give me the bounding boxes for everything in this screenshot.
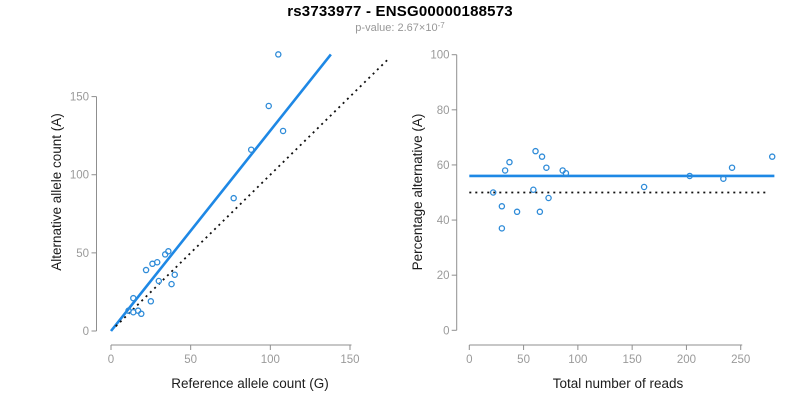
data-point [138, 310, 145, 318]
data-point [489, 189, 497, 196]
data-point [155, 277, 163, 285]
x-tick-label: 50 [517, 354, 530, 366]
data-point [161, 251, 169, 258]
x-tick-label: 0 [108, 354, 114, 366]
x-tick-label: 100 [568, 354, 587, 366]
y-axis-title-left-group: Alternative allele count (A) [49, 113, 64, 271]
data-point [165, 248, 172, 255]
x-tick-label: 0 [466, 354, 472, 366]
x-tick-label: 200 [677, 354, 696, 366]
data-point [513, 208, 521, 216]
data-point [532, 147, 539, 155]
y-tick-label: 0 [83, 326, 89, 338]
data-point [247, 146, 255, 153]
y-axis-title-left: Alternative allele count (A) [49, 113, 64, 271]
y-tick-label: 100 [430, 50, 449, 62]
figure-title: rs3733977 - ENSG00000188573 [287, 3, 513, 20]
y-tick-label: 20 [437, 270, 450, 282]
y-tick-label: 50 [76, 248, 89, 260]
x-tick-label: 150 [340, 354, 359, 366]
data-point [720, 175, 727, 182]
data-point [168, 280, 175, 288]
data-point [498, 225, 506, 232]
data-point [147, 298, 155, 305]
data-point [538, 153, 546, 160]
x-tick-label: 100 [261, 354, 280, 366]
y-tick-label: 150 [70, 92, 89, 104]
data-point [543, 164, 550, 171]
left-scatter-plot: 0 50 100 150 0 50 100 150 [70, 51, 391, 366]
y-tick-label: 60 [437, 160, 450, 172]
data-point [171, 271, 178, 278]
y-tick-label: 0 [443, 325, 449, 337]
data-point [686, 172, 693, 180]
data-point [142, 266, 150, 274]
data-point [640, 183, 648, 191]
data-point [130, 294, 137, 302]
x-tick-label: 250 [731, 354, 750, 366]
y-axis-title-right-group: Percentage alternative (A) [410, 114, 425, 271]
data-point [728, 164, 736, 171]
data-point [134, 307, 142, 314]
data-point [498, 203, 506, 210]
regression-line [109, 53, 332, 332]
right-scatter-plot: 0 50 100 150 200 250 0 20 40 60 80 100 [430, 50, 776, 366]
figure-subtitle: p-value: 2.67×10-7 [0, 21, 800, 34]
x-axis-title-right: Total number of reads [553, 376, 684, 391]
identity-line [115, 56, 391, 327]
data-point [545, 194, 552, 202]
data-point [149, 260, 156, 268]
y-tick-label: 80 [437, 105, 450, 117]
data-point [536, 208, 544, 216]
y-tick-label: 100 [70, 170, 89, 182]
pvalue-text: p-value: 2.67×10 [355, 22, 438, 34]
x-tick-label: 150 [623, 354, 642, 366]
data-point [506, 158, 513, 166]
data-point [501, 167, 509, 174]
y-tick-label: 40 [437, 215, 450, 227]
data-point [562, 169, 570, 177]
data-point [530, 186, 537, 193]
data-point [230, 194, 237, 202]
x-tick-label: 50 [184, 354, 197, 366]
data-point [768, 153, 776, 160]
x-axis-title-left: Reference allele count (G) [171, 376, 329, 391]
data-point [265, 102, 272, 110]
y-axis-title-right: Percentage alternative (A) [410, 114, 425, 271]
pvalue-exponent: -7 [437, 21, 445, 30]
data-point [279, 127, 287, 135]
data-point [275, 51, 282, 58]
